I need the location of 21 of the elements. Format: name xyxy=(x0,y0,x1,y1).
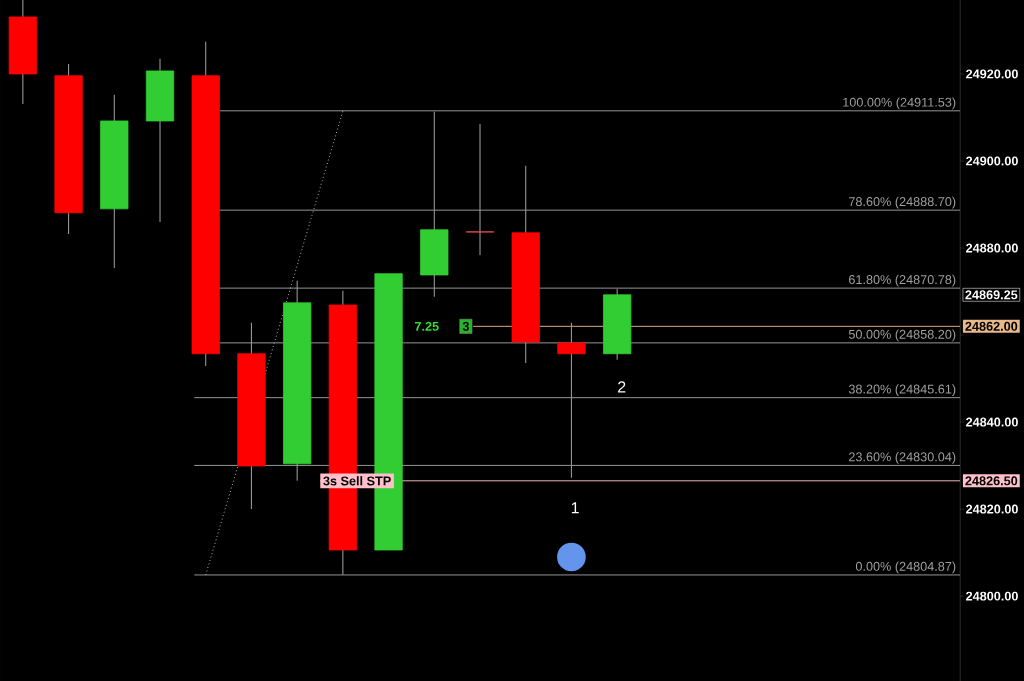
y-tick-label: 24880.00 xyxy=(966,243,1018,253)
ref-line-label: 24862.00 xyxy=(965,321,1018,331)
annotation: 3s Sell STP xyxy=(323,476,391,486)
annotation: 1 xyxy=(571,502,579,514)
ref-line-label: 24826.50 xyxy=(965,476,1018,486)
y-tick-label: 24840.00 xyxy=(966,417,1018,427)
text: 24869.25 xyxy=(965,290,1018,300)
ref-line-label: 23.60% (24830.04) xyxy=(849,452,956,464)
y-tick-label: 24920.00 xyxy=(966,69,1018,79)
ref-line-label: 50.00% (24858.20) xyxy=(848,329,956,342)
y-tick-label: 24800.00 xyxy=(966,591,1018,601)
ref-line-label: 100.00% (24911.53) xyxy=(843,97,956,110)
y-tick-label: 24820.00 xyxy=(966,504,1018,514)
annotation: 2 xyxy=(618,381,626,393)
ref-line-label: 78.60% (24888.70) xyxy=(849,196,956,209)
ref-line-label: 61.80% (24870.78) xyxy=(849,274,956,287)
ref-line-label: 38.20% (24845.61) xyxy=(848,384,956,397)
y-tick-label: 24900.00 xyxy=(966,156,1018,166)
annotation: 3 xyxy=(462,321,469,331)
ref-line-label: 0.00% (24804.87) xyxy=(855,561,956,574)
annotation: 7.25 xyxy=(414,321,439,331)
